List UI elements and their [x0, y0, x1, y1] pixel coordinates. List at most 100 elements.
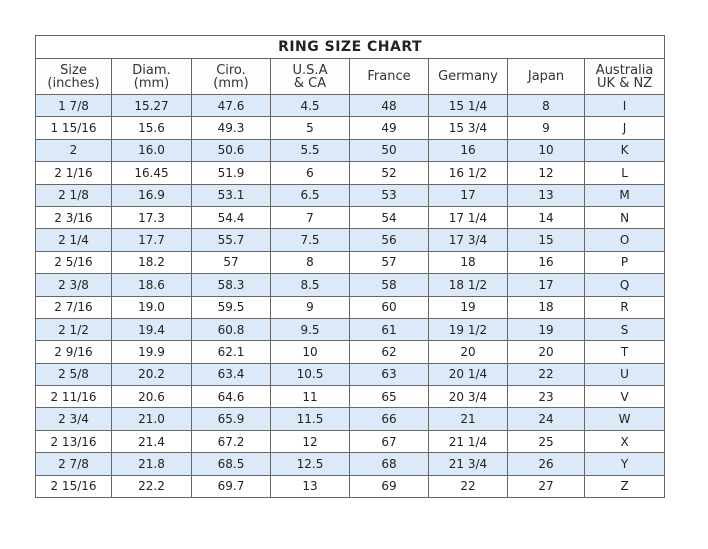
column-header: Australia UK & NZ: [583, 58, 666, 95]
table-cell: 20: [428, 340, 508, 364]
column-header: Japan: [507, 58, 585, 95]
table-cell: J: [583, 116, 666, 140]
table-row: 2 16.0 50.6 5.5 50 16 10 K: [35, 138, 666, 163]
table-cell: 8: [270, 250, 350, 275]
table-cell: 2 15/16: [35, 474, 112, 499]
table-cell: 62.1: [191, 340, 271, 364]
table-cell: 16.0: [111, 138, 192, 163]
table-cell: 62: [349, 340, 429, 364]
table-row: 2 3/8 18.6 58.3 8.5 58 18 1/2 17 Q: [35, 273, 666, 297]
table-row: 2 5/8 20.2 63.4 10.5 63 20 1/4 22 U: [35, 362, 666, 387]
table-cell: 67: [349, 429, 429, 454]
table-cell: 20 3/4: [428, 385, 508, 409]
table-cell: 6.5: [270, 183, 350, 207]
table-cell: 12: [270, 429, 350, 454]
table-cell: V: [583, 385, 666, 409]
column-header: Diam. (mm): [111, 58, 192, 95]
table-cell: 15: [507, 228, 585, 252]
table-row: 2 15/16 22.2 69.7 13 69 22 27 Z: [35, 474, 666, 499]
table-cell: 18: [428, 250, 508, 275]
table-cell: 4.5: [270, 93, 350, 118]
table-cell: 2 7/16: [35, 295, 112, 319]
table-cell: 68: [349, 452, 429, 476]
table-cell: 1 15/16: [35, 116, 112, 140]
table-cell: 54.4: [191, 205, 271, 230]
table-cell: 51.9: [191, 161, 271, 185]
table-cell: K: [583, 138, 666, 163]
table-cell: 2 1/4: [35, 228, 112, 252]
table-cell: 15.6: [111, 116, 192, 140]
table-cell: 2 3/16: [35, 205, 112, 230]
table-cell: 65: [349, 385, 429, 409]
table-cell: 15.27: [111, 93, 192, 118]
table-cell: 12: [507, 161, 585, 185]
column-header: Ciro. (mm): [191, 58, 271, 95]
table-cell: X: [583, 429, 666, 454]
table-cell: 58: [349, 273, 429, 297]
ring-size-chart-table: RING SIZE CHART Size (inches) Diam. (mm) C…: [34, 35, 666, 499]
table-cell: 8: [507, 93, 585, 118]
table-cell: M: [583, 183, 666, 207]
table-cell: 2 9/16: [35, 340, 112, 364]
table-cell: 16: [507, 250, 585, 275]
table-cell: 53.1: [191, 183, 271, 207]
table-cell: 57: [191, 250, 271, 275]
table-cell: O: [583, 228, 666, 252]
table-cell: 59.5: [191, 295, 271, 319]
table-cell: 65.9: [191, 407, 271, 431]
table-cell: 25: [507, 429, 585, 454]
table-cell: I: [583, 93, 666, 118]
table-cell: 15 1/4: [428, 93, 508, 118]
table-cell: 21 3/4: [428, 452, 508, 476]
table-cell: 17.7: [111, 228, 192, 252]
table-cell: 27: [507, 474, 585, 499]
table-cell: W: [583, 407, 666, 431]
table-cell: 20.2: [111, 362, 192, 387]
table-cell: 12.5: [270, 452, 350, 476]
table-cell: 66: [349, 407, 429, 431]
table-cell: 19 1/2: [428, 317, 508, 342]
table-cell: 2 3/8: [35, 273, 112, 297]
table-cell: 20 1/4: [428, 362, 508, 387]
table-cell: 2 5/16: [35, 250, 112, 275]
table-cell: 8.5: [270, 273, 350, 297]
table-cell: 10.5: [270, 362, 350, 387]
table-cell: L: [583, 161, 666, 185]
table-cell: 63: [349, 362, 429, 387]
table-cell: 69.7: [191, 474, 271, 499]
table-cell: 9: [507, 116, 585, 140]
table-cell: 11: [270, 385, 350, 409]
table-cell: 50: [349, 138, 429, 163]
table-row: 2 7/8 21.8 68.5 12.5 68 21 3/4 26 Y: [35, 452, 666, 476]
table-row: 1 7/8 15.27 47.6 4.5 48 15 1/4 8 I: [35, 93, 666, 118]
table-cell: 23: [507, 385, 585, 409]
table-cell: 20.6: [111, 385, 192, 409]
table-cell: 20: [507, 340, 585, 364]
table-cell: N: [583, 205, 666, 230]
table-cell: 49: [349, 116, 429, 140]
table-cell: 16.45: [111, 161, 192, 185]
table-cell: 22.2: [111, 474, 192, 499]
table-cell: S: [583, 317, 666, 342]
table-cell: 24: [507, 407, 585, 431]
table-cell: 2 7/8: [35, 452, 112, 476]
table-cell: T: [583, 340, 666, 364]
table-row: 2 3/16 17.3 54.4 7 54 17 1/4 14 N: [35, 205, 666, 230]
table-cell: U: [583, 362, 666, 387]
table-cell: 17 1/4: [428, 205, 508, 230]
table-cell: 17 3/4: [428, 228, 508, 252]
table-cell: 6: [270, 161, 350, 185]
table-cell: P: [583, 250, 666, 275]
table-cell: 58.3: [191, 273, 271, 297]
table-cell: 1 7/8: [35, 93, 112, 118]
table-cell: 9.5: [270, 317, 350, 342]
table-cell: 21 1/4: [428, 429, 508, 454]
table-cell: 64.6: [191, 385, 271, 409]
table-cell: 19.0: [111, 295, 192, 319]
table-cell: 56: [349, 228, 429, 252]
table-row: 2 1/8 16.9 53.1 6.5 53 17 13 M: [35, 183, 666, 207]
table-cell: 53: [349, 183, 429, 207]
table-row: 2 5/16 18.2 57 8 57 18 16 P: [35, 250, 666, 275]
table-cell: 55.7: [191, 228, 271, 252]
table-cell: 2: [35, 138, 112, 163]
